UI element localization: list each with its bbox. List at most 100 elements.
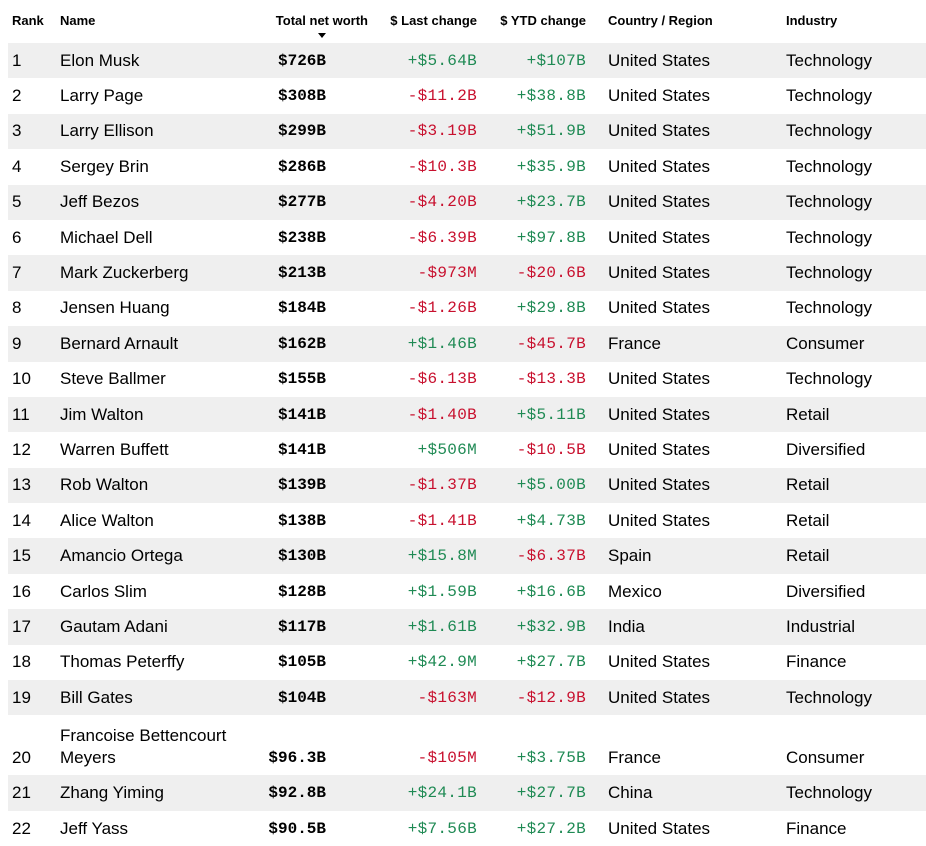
table-row[interactable]: 22 Jeff Yass $90.5B +$7.56B +$27.2B United St… <box>8 811 926 846</box>
table-row[interactable]: 11 Jim Walton $141B -$1.40B +$5.11B United St… <box>8 396 926 433</box>
ytd-change-cell: -$10.5B <box>516 440 586 459</box>
country-cell: India <box>608 616 645 636</box>
table-row[interactable]: 16 Carlos Slim $128B +$1.59B +$16.6B Mexico Di… <box>8 574 926 609</box>
name-cell[interactable]: Carlos Slim <box>60 581 147 601</box>
net-worth-cell: $184B <box>277 299 326 318</box>
net-worth-cell: $238B <box>277 228 326 247</box>
last-change-cell: +$24.1B <box>407 784 477 803</box>
name-cell[interactable]: Sergey Brin <box>60 156 149 176</box>
rank-cell: 2 <box>12 86 22 106</box>
last-change-cell: -$11.2B <box>407 87 477 106</box>
last-change-cell: -$1.37B <box>407 476 477 495</box>
ytd-change-cell: +$35.9B <box>516 157 586 176</box>
ytd-change-cell: +$5.11B <box>516 405 586 424</box>
ytd-change-cell: +$3.75B <box>516 749 586 768</box>
name-cell[interactable]: Zhang Yiming <box>60 783 164 803</box>
table-row[interactable]: 13 Rob Walton $139B -$1.37B +$5.00B United St… <box>8 467 926 504</box>
net-worth-cell: $130B <box>277 547 326 566</box>
name-cell[interactable]: Jensen Huang <box>60 298 170 318</box>
rank-cell: 9 <box>12 333 22 353</box>
table-row[interactable]: 5 Jeff Bezos $277B -$4.20B +$23.7B United Sta… <box>8 184 926 220</box>
last-change-cell: -$973M <box>417 264 477 283</box>
table-row[interactable]: 2 Larry Page $308B -$11.2B +$38.8B United Sta… <box>8 78 926 113</box>
name-cell[interactable]: Elon Musk <box>60 50 140 70</box>
country-cell: China <box>608 783 653 803</box>
table-row[interactable]: 20 Francoise Bettencourt Meyers $96.3B -$10… <box>8 715 926 775</box>
header-last-change[interactable]: $ Last change <box>390 13 477 28</box>
last-change-cell: +$15.8M <box>407 547 477 566</box>
name-cell[interactable]: Larry Page <box>60 86 144 106</box>
table-row[interactable]: 9 Bernard Arnault $162B +$1.46B -$45.7B Franc… <box>8 326 926 362</box>
header-country[interactable]: Country / Region <box>608 13 713 28</box>
industry-cell: Technology <box>786 156 873 176</box>
industry-cell: Diversified <box>786 581 866 601</box>
table-body: 1 Elon Musk $726B +$5.64B +$107B United State… <box>8 43 926 846</box>
table-row[interactable]: 12 Warren Buffett $141B +$506M -$10.5B United… <box>8 432 926 467</box>
table-row[interactable]: 21 Zhang Yiming $92.8B +$24.1B +$27.7B China T… <box>8 775 926 811</box>
table-row[interactable]: 10 Steve Ballmer $155B -$6.13B -$13.3B United… <box>8 362 926 397</box>
table-row[interactable]: 7 Mark Zuckerberg $213B -$973M -$20.6B United… <box>8 255 926 291</box>
country-cell: United States <box>608 227 711 247</box>
name-cell[interactable]: Amancio Ortega <box>60 546 183 566</box>
name-cell[interactable]: Bill Gates <box>60 687 133 707</box>
last-change-cell: -$4.20B <box>407 193 477 212</box>
rank-cell: 14 <box>12 510 31 530</box>
country-cell: United States <box>608 156 711 176</box>
name-cell[interactable]: Jeff Bezos <box>60 192 140 212</box>
ytd-change-cell: +$27.2B <box>516 819 586 838</box>
table-row[interactable]: 15 Amancio Ortega $130B +$15.8M -$6.37B Spain… <box>8 538 926 574</box>
rank-cell: 11 <box>12 404 30 424</box>
country-cell: United States <box>608 439 711 459</box>
header-rank[interactable]: Rank <box>12 13 44 28</box>
name-cell[interactable]: Michael Dell <box>60 227 153 247</box>
rank-cell: 5 <box>12 192 22 212</box>
name-cell[interactable]: Jim Walton <box>60 404 144 424</box>
industry-cell: Retail <box>786 510 830 530</box>
table-row[interactable]: 4 Sergey Brin $286B -$10.3B +$35.9B United St… <box>8 149 926 184</box>
net-worth-cell: $213B <box>277 264 326 283</box>
country-cell: France <box>608 333 661 353</box>
table-row[interactable]: 1 Elon Musk $726B +$5.64B +$107B United State… <box>8 43 926 79</box>
industry-cell: Diversified <box>786 439 866 459</box>
last-change-cell: -$163M <box>417 688 477 707</box>
table-row[interactable]: 8 Jensen Huang $184B -$1.26B +$29.8B United S… <box>8 291 926 326</box>
industry-cell: Technology <box>786 227 873 247</box>
net-worth-cell: $141B <box>277 440 326 459</box>
name-cell[interactable]: Steve Ballmer <box>60 369 166 389</box>
name-cell[interactable]: Thomas Peterffy <box>60 652 185 672</box>
ytd-change-cell: -$13.3B <box>516 370 586 389</box>
header-industry[interactable]: Industry <box>786 13 838 28</box>
last-change-cell: +$1.61B <box>407 617 477 636</box>
name-cell[interactable]: Jeff Yass <box>60 818 129 838</box>
industry-cell: Technology <box>786 369 873 389</box>
name-cell[interactable]: Alice Walton <box>60 510 154 530</box>
header-ytd-change[interactable]: $ YTD change <box>500 13 586 28</box>
header-name[interactable]: Name <box>60 13 96 28</box>
rank-cell: 20 <box>12 748 31 768</box>
rank-cell: 1 <box>12 50 22 70</box>
table-row[interactable]: 18 Thomas Peterffy $105B +$42.9M +$27.7B Unit… <box>8 645 926 680</box>
table-row[interactable]: 6 Michael Dell $238B -$6.39B +$97.8B United S… <box>8 220 926 255</box>
last-change-cell: -$6.39B <box>407 228 477 247</box>
name-cell[interactable]: Bernard Arnault <box>60 333 179 353</box>
rank-cell: 19 <box>12 687 31 707</box>
industry-cell: Technology <box>786 86 873 106</box>
industry-cell: Consumer <box>786 333 865 353</box>
rank-cell: 7 <box>12 263 22 283</box>
table-row[interactable]: 19 Bill Gates $104B -$163M -$12.9B United Sta… <box>8 680 926 716</box>
country-cell: United States <box>608 475 711 495</box>
name-cell[interactable]: Francoise Bettencourt Meyers <box>60 726 227 768</box>
table-row[interactable]: 17 Gautam Adani $117B +$1.61B +$32.9B India In… <box>8 609 926 645</box>
last-change-cell: -$1.40B <box>407 405 477 424</box>
name-cell[interactable]: Larry Ellison <box>60 121 154 141</box>
rank-cell: 22 <box>12 818 31 838</box>
header-net-worth[interactable]: Total net worth <box>250 0 368 43</box>
name-cell[interactable]: Warren Buffett <box>60 439 169 459</box>
ytd-change-cell: -$20.6B <box>516 264 586 283</box>
last-change-cell: +$1.46B <box>407 334 477 353</box>
name-cell[interactable]: Rob Walton <box>60 475 149 495</box>
name-cell[interactable]: Mark Zuckerberg <box>60 263 189 283</box>
table-row[interactable]: 14 Alice Walton $138B -$1.41B +$4.73B United … <box>8 503 926 538</box>
name-cell[interactable]: Gautam Adani <box>60 616 168 636</box>
table-row[interactable]: 3 Larry Ellison $299B -$3.19B +$51.9B United … <box>8 113 926 150</box>
